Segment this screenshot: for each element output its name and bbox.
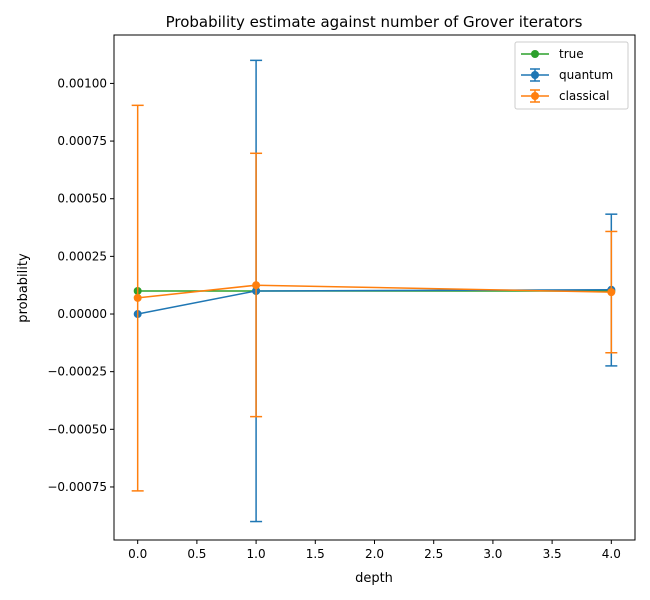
legend-marker [531, 92, 539, 100]
y-axis: −0.00075 −0.00050 −0.00025 0.00000 0.00025 0.… [47, 76, 114, 494]
x-tick-label: 0.5 [187, 547, 206, 561]
y-axis-label: probability [16, 253, 31, 323]
legend-label: quantum [559, 68, 613, 82]
data-point [133, 293, 142, 302]
y-tick-label: 0.00075 [57, 134, 107, 148]
data-point [252, 281, 261, 290]
data-point [607, 288, 616, 297]
legend-entry-classical: classical [521, 89, 609, 103]
x-tick-label: 1.0 [247, 547, 266, 561]
y-tick-label: −0.00025 [47, 365, 107, 379]
x-tick-label: 3.5 [543, 547, 562, 561]
legend-label: true [559, 47, 584, 61]
chart-title: Probability estimate against number of G… [166, 13, 583, 31]
legend-box [514, 41, 629, 110]
legend-entry-true: true [521, 47, 584, 61]
legend: true quantum classical [514, 41, 629, 110]
x-tick-label: 0.0 [128, 547, 147, 561]
legend-label: classical [559, 89, 609, 103]
x-tick-label: 2.0 [365, 547, 384, 561]
y-tick-label: 0.00050 [57, 192, 107, 206]
y-tick-label: 0.00025 [57, 249, 107, 263]
x-tick-label: 3.0 [483, 547, 502, 561]
y-tick-label: 0.00000 [57, 307, 107, 321]
y-tick-label: −0.00075 [47, 480, 107, 494]
x-tick-label: 4.0 [602, 547, 621, 561]
y-tick-label: 0.00100 [57, 76, 107, 90]
y-tick-label: −0.00050 [47, 422, 107, 436]
series-classical [131, 104, 618, 492]
legend-marker [531, 71, 539, 79]
legend-entry-quantum: quantum [521, 68, 613, 82]
x-tick-label: 1.5 [306, 547, 325, 561]
plot-area [131, 59, 618, 523]
x-tick-label: 2.5 [424, 547, 443, 561]
series-line [137, 289, 612, 315]
x-axis: 0.0 0.5 1.0 1.5 2.0 2.5 3.0 3.5 4.0 [128, 540, 621, 561]
x-axis-label: depth [355, 571, 393, 586]
legend-marker [531, 50, 539, 58]
